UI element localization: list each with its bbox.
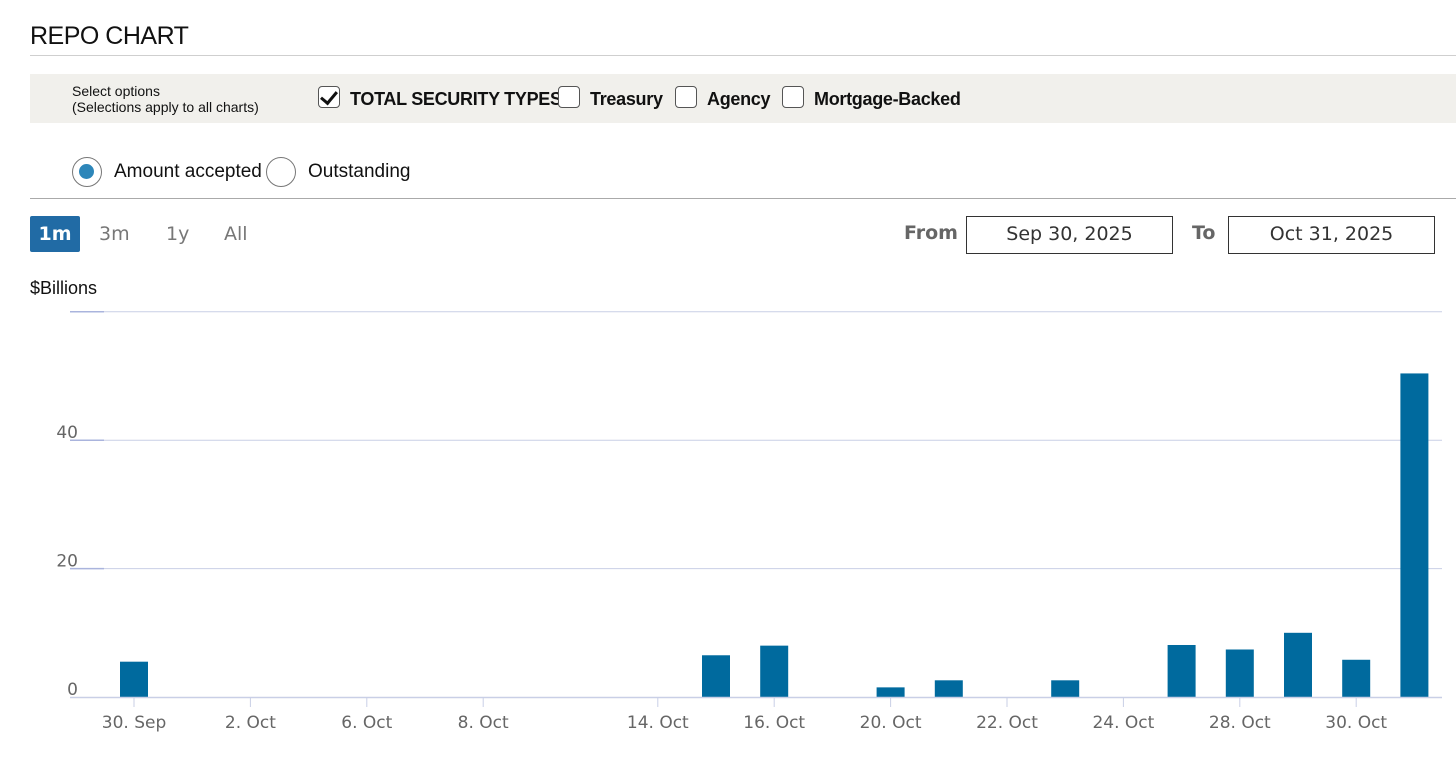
x-tick-label: 30. Oct xyxy=(1325,713,1387,733)
y-tick-label: 40 xyxy=(56,423,78,443)
x-tick-label: 24. Oct xyxy=(1092,713,1154,733)
options-label: Select options (Selections apply to all … xyxy=(72,83,259,115)
bars xyxy=(120,373,1429,697)
checkbox-box[interactable] xyxy=(558,85,580,108)
bar[interactable] xyxy=(1400,373,1429,697)
radio-selected-dot xyxy=(79,164,94,179)
x-tick-label: 22. Oct xyxy=(976,713,1038,733)
bar[interactable] xyxy=(1284,632,1312,697)
checkbox-label[interactable]: TOTAL SECURITY TYPES xyxy=(350,89,562,109)
checkbox-treasury[interactable]: Treasury xyxy=(558,83,663,110)
x-tick-label: 28. Oct xyxy=(1209,713,1271,733)
radio-label[interactable]: Outstanding xyxy=(308,161,411,182)
radio-label[interactable]: Amount accepted xyxy=(114,161,262,182)
page-title: REPO CHART xyxy=(30,22,189,50)
options-label-line1: Select options xyxy=(72,83,160,99)
range-button-all[interactable]: All xyxy=(224,223,248,245)
repo-bar-chart: 0 20 40 30. Sep 2. Oct 6. Oct 8. Oct 14. Oct 16… xyxy=(56,311,1442,733)
view-divider xyxy=(30,198,1456,199)
bar[interactable] xyxy=(876,687,905,697)
y-tick-labels: 0 20 40 xyxy=(56,423,78,700)
bar[interactable] xyxy=(120,661,148,697)
options-label-line2: (Selections apply to all charts) xyxy=(72,99,259,115)
radio-outstanding[interactable]: Outstanding xyxy=(266,157,410,187)
bar[interactable] xyxy=(1225,649,1254,697)
checkbox-agency[interactable]: Agency xyxy=(675,83,771,110)
checkmark-icon xyxy=(320,86,338,105)
range-button-1m[interactable]: 1m xyxy=(30,216,80,252)
from-label: From xyxy=(904,222,958,244)
x-tick-label: 6. Oct xyxy=(341,713,392,733)
x-tick-labels: 30. Sep 2. Oct 6. Oct 8. Oct 14. Oct 16. Oct 2… xyxy=(102,697,1387,733)
radio-button[interactable] xyxy=(72,157,102,187)
y-tick-label: 0 xyxy=(67,680,78,700)
checkbox-box[interactable] xyxy=(318,85,340,108)
x-tick-label: 2. Oct xyxy=(225,713,276,733)
checkbox-label[interactable]: Treasury xyxy=(590,89,663,109)
checkbox-label[interactable]: Mortgage-Backed xyxy=(814,89,961,109)
checkbox-box[interactable] xyxy=(675,85,697,108)
from-date-input[interactable]: Sep 30, 2025 xyxy=(966,216,1173,254)
radio-button[interactable] xyxy=(266,157,296,187)
bar[interactable] xyxy=(760,645,789,697)
x-tick-label: 30. Sep xyxy=(102,713,166,733)
to-label: To xyxy=(1192,222,1216,244)
checkbox-mortgage-backed[interactable]: Mortgage-Backed xyxy=(782,83,961,110)
options-bar: Select options (Selections apply to all … xyxy=(30,74,1456,123)
to-date-input[interactable]: Oct 31, 2025 xyxy=(1228,216,1435,254)
grid-lines xyxy=(70,311,1442,570)
checkbox-box[interactable] xyxy=(782,85,804,108)
x-tick-label: 14. Oct xyxy=(627,713,689,733)
bar[interactable] xyxy=(1167,644,1196,697)
range-button-1y[interactable]: 1y xyxy=(166,223,190,245)
x-tick-label: 20. Oct xyxy=(860,713,922,733)
title-divider xyxy=(30,55,1456,56)
y-tick-label: 20 xyxy=(56,552,78,572)
range-button-3m[interactable]: 3m xyxy=(99,223,130,245)
x-tick-label: 16. Oct xyxy=(743,713,805,733)
bar[interactable] xyxy=(1051,680,1080,697)
bar[interactable] xyxy=(934,680,963,697)
y-axis-label: $Billions xyxy=(30,278,98,298)
x-tick-label: 8. Oct xyxy=(458,713,509,733)
checkbox-label[interactable]: Agency xyxy=(707,89,771,109)
radio-amount-accepted[interactable]: Amount accepted xyxy=(72,157,262,187)
checkbox-total-security-types[interactable]: TOTAL SECURITY TYPES xyxy=(318,83,562,110)
bar[interactable] xyxy=(1342,659,1371,697)
bar[interactable] xyxy=(702,655,730,697)
